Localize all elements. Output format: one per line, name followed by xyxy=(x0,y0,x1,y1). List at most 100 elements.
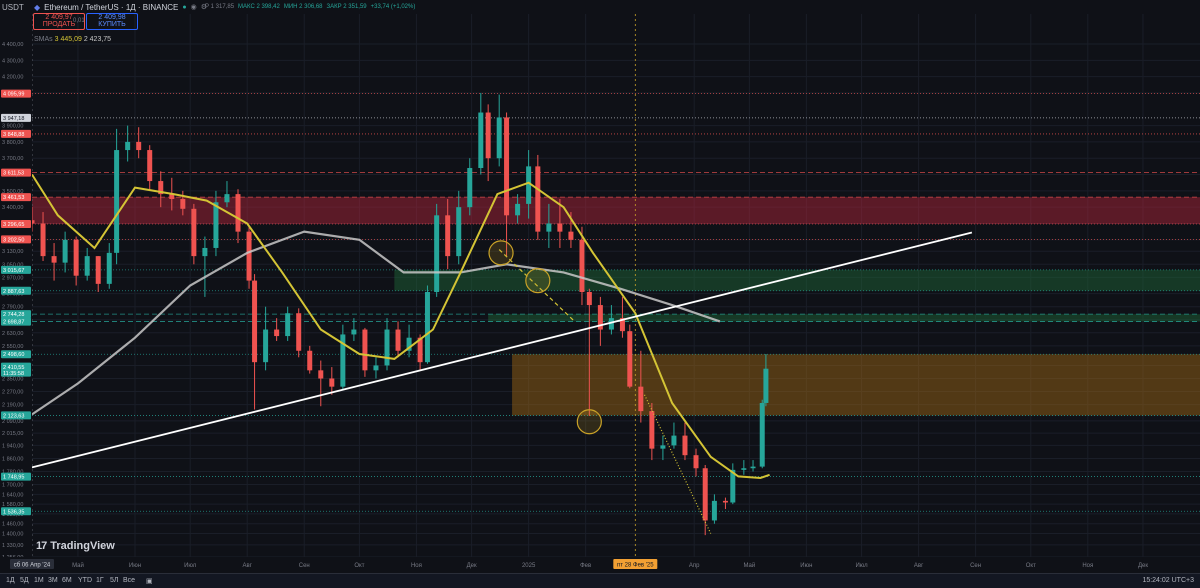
price-tick-label: 1 400,00 xyxy=(2,532,23,538)
price-tick-label: 2 270,00 xyxy=(2,390,23,396)
timeframe-1d[interactable]: 1Д xyxy=(6,577,15,584)
price-tick-label: 3 500,00 xyxy=(2,189,23,195)
price-tick-label: 2 090,00 xyxy=(2,419,23,425)
candle xyxy=(485,112,491,159)
level-price-tag xyxy=(1,113,31,122)
candle xyxy=(95,256,101,284)
time-tick-label: Фев xyxy=(580,563,591,569)
candle xyxy=(180,199,186,209)
timeframe-1y[interactable]: 1Г xyxy=(96,577,104,584)
clock: 15:24:02 UTC+3 xyxy=(1142,577,1194,584)
grid xyxy=(32,14,1200,558)
level-price-tag xyxy=(1,310,31,319)
settings-icon[interactable]: ⚙ xyxy=(200,4,207,11)
candle xyxy=(84,256,90,276)
time-axis: Май Июн Июл Авг Сен Окт Ноя Дек 2025 Фев Апр Май Июн… xyxy=(0,557,1200,573)
candle xyxy=(445,215,451,257)
price-tick-label: 1 640,00 xyxy=(2,492,23,498)
price-tick-label: 2 630,00 xyxy=(2,331,23,337)
time-tick-label: Сен xyxy=(970,563,981,569)
candle xyxy=(158,181,164,195)
level-price-tag xyxy=(1,286,31,295)
level-price-label: 1 748,95 xyxy=(3,475,24,481)
candle xyxy=(224,194,230,203)
level-price-label: 2 498,60 xyxy=(3,352,24,358)
time-tick-label: Авг xyxy=(243,563,253,569)
candle xyxy=(741,468,747,470)
price-tick-label: 1 940,00 xyxy=(2,443,23,449)
timeframe-all[interactable]: Все xyxy=(123,577,136,584)
candle xyxy=(702,468,708,521)
candle xyxy=(535,166,541,232)
candle xyxy=(246,231,252,281)
time-tick-label: Май xyxy=(743,562,755,569)
price-axis: 4 400,004 300,004 200,004 100,003 900,00… xyxy=(0,0,32,573)
candle xyxy=(417,337,423,363)
timeframe-5y[interactable]: 5Л xyxy=(110,577,119,584)
level-price-label: 1 536,35 xyxy=(3,509,24,515)
price-tick-label: 4 200,00 xyxy=(2,75,23,81)
price-tick-label: 1 460,00 xyxy=(2,522,23,528)
time-marker-label: пт 28 Фев '25 xyxy=(617,563,654,569)
candle xyxy=(568,231,574,240)
time-tick-label: Окт xyxy=(1026,563,1036,569)
level-price-tag xyxy=(1,317,31,326)
candle xyxy=(384,329,390,366)
time-tick-label: Июн xyxy=(800,563,812,569)
candles xyxy=(29,92,769,536)
level-price-tag xyxy=(1,129,31,138)
candle xyxy=(693,455,699,469)
tradingview-logo: 17 TradingView xyxy=(36,540,115,552)
timeframe-1m[interactable]: 1М xyxy=(34,577,44,584)
candle xyxy=(467,168,473,208)
level-price-tag xyxy=(1,472,31,481)
candle xyxy=(546,223,552,232)
candle xyxy=(362,329,368,371)
sma-fast-line xyxy=(31,173,770,480)
level-price-tag xyxy=(1,507,31,516)
candle xyxy=(318,370,324,379)
buy-button[interactable]: 2 409,98 КУПИТЬ xyxy=(86,13,138,30)
countdown-label: 11:35:58 xyxy=(3,371,24,377)
sell-button[interactable]: 2 409,97 ПРОДАТЬ xyxy=(33,13,85,30)
price-tick-label: 3 130,00 xyxy=(2,249,23,255)
level-price-label: 4 095,99 xyxy=(3,92,24,98)
candle xyxy=(515,203,521,216)
timeframe-ytd[interactable]: YTD xyxy=(78,577,92,584)
time-tick-label: Ноя xyxy=(1082,563,1093,569)
price-tick-label: 1 580,00 xyxy=(2,502,23,508)
timeframe-6m[interactable]: 6М xyxy=(62,577,72,584)
level-price-tag xyxy=(1,193,31,202)
time-marker-tag xyxy=(10,559,54,569)
moving-averages xyxy=(31,173,770,480)
candle xyxy=(638,386,644,412)
candle xyxy=(296,313,302,351)
chart-title[interactable]: ◆ Ethereum / TetherUS · 1Д · BINANCE ● ◉… xyxy=(34,1,207,13)
eye-icon[interactable]: ◉ xyxy=(190,4,197,11)
time-tick-label: Июл xyxy=(184,563,197,569)
price-tick-label: 1 700,00 xyxy=(2,483,23,489)
candle xyxy=(711,500,717,521)
candle xyxy=(329,378,335,387)
calendar-icon[interactable]: ▣ xyxy=(146,578,153,585)
highlight-circle xyxy=(576,409,602,435)
candle xyxy=(406,337,412,351)
symbol-label[interactable]: USDT xyxy=(2,2,24,12)
bottom-toolbar: 1Д 5Д 1М 3М 6М YTD 1Г 5Л Все ▣ 15:24:02 … xyxy=(0,573,1200,588)
candle xyxy=(351,329,357,335)
time-tick-label: Апр xyxy=(689,563,700,569)
candle xyxy=(619,318,625,332)
timeframe-5d[interactable]: 5Д xyxy=(20,577,29,584)
sma-slow-line xyxy=(31,230,721,416)
candle xyxy=(285,313,291,337)
level-price-label: 3 296,65 xyxy=(3,222,24,228)
candle xyxy=(202,247,208,257)
level-price-label: 2 744,28 xyxy=(3,312,24,318)
level-price-tag xyxy=(1,220,31,229)
horizontal-levels xyxy=(32,93,1200,512)
sma-legend[interactable]: SMAs 3 445,09 2 423,75 xyxy=(34,36,112,43)
drawings xyxy=(31,231,973,534)
timeframe-3m[interactable]: 3М xyxy=(48,577,58,584)
candle xyxy=(274,329,280,337)
